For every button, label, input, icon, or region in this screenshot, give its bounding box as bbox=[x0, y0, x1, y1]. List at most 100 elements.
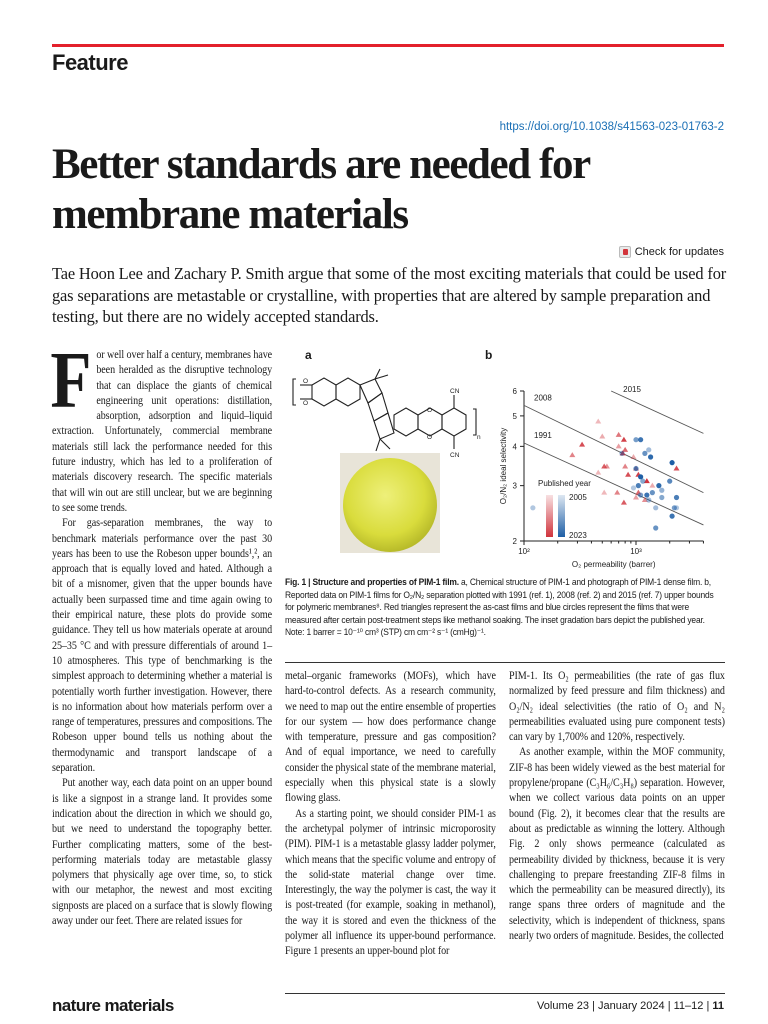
article-title: Better standards are needed for membrane… bbox=[52, 141, 590, 238]
post-treated-circle bbox=[659, 487, 665, 493]
upper-bound-label-1991: 1991 bbox=[534, 431, 552, 440]
as-cast-triangle bbox=[579, 441, 586, 447]
post-treated-circle bbox=[669, 460, 675, 466]
standfirst: Tae Hoon Lee and Zachary P. Smith argue … bbox=[52, 264, 727, 326]
y-tick-label: 6 bbox=[513, 387, 518, 396]
y-tick-label: 3 bbox=[513, 482, 518, 491]
post-treated-circle bbox=[669, 513, 675, 519]
upper-bound-label-2008: 2008 bbox=[534, 393, 552, 402]
upper-bound-chart: 10² 10³ 2 3 4 5 6 O₂ permeability (barrer) O₂/N₂… bbox=[499, 385, 704, 569]
post-treated-circle bbox=[667, 478, 673, 484]
legend-bar-red bbox=[546, 495, 553, 537]
as-cast-triangle bbox=[633, 494, 639, 500]
post-treated-circle bbox=[638, 492, 644, 498]
journal-logo: nature materials bbox=[52, 996, 174, 1015]
legend-title: Published year bbox=[538, 479, 591, 488]
legend-end-year: 2023 bbox=[569, 531, 587, 540]
cyano-label: CN bbox=[450, 388, 460, 395]
oxygen-label: O bbox=[427, 434, 432, 441]
as-cast-triangle bbox=[649, 482, 656, 488]
paragraph: Put another way, each data point on an u… bbox=[52, 775, 273, 927]
post-treated-circle bbox=[653, 505, 659, 511]
paragraph: As another example, within the MOF commu… bbox=[509, 744, 725, 943]
post-treated-circle bbox=[647, 454, 654, 460]
figure-panel-b-label: b bbox=[485, 348, 493, 362]
oxygen-label: O bbox=[303, 400, 308, 407]
paragraph: or well over half a century, membranes h… bbox=[52, 347, 273, 514]
post-treated-circle bbox=[671, 505, 677, 511]
as-cast-triangle bbox=[601, 489, 608, 495]
legend-start-year: 2005 bbox=[569, 493, 587, 502]
oxygen-label: O bbox=[427, 407, 432, 414]
as-cast-triangle bbox=[569, 452, 576, 458]
as-cast-triangle bbox=[622, 463, 629, 469]
as-cast-triangle bbox=[620, 499, 627, 505]
body-column-middle: metal–organic frameworks (MOFs), which h… bbox=[285, 668, 496, 959]
page-number: 11 bbox=[712, 1000, 724, 1012]
y-tick-label: 4 bbox=[513, 442, 518, 451]
as-cast-triangle bbox=[615, 431, 622, 437]
top-rule bbox=[52, 44, 724, 47]
post-treated-circle bbox=[673, 494, 680, 501]
post-treated-circle bbox=[633, 437, 639, 443]
upper-bound-line-2008 bbox=[523, 404, 704, 494]
as-cast-triangle bbox=[619, 450, 626, 456]
caption-lead: Fig. 1 | Structure and properties of PIM… bbox=[285, 577, 459, 587]
check-for-updates-button[interactable]: Check for updates bbox=[618, 246, 724, 258]
as-cast-triangle bbox=[599, 433, 606, 439]
post-treated-circle bbox=[644, 492, 650, 498]
y-tick-label: 5 bbox=[513, 412, 518, 421]
check-updates-label: Check for updates bbox=[634, 246, 724, 258]
as-cast-triangle bbox=[620, 436, 627, 442]
post-treated-circle bbox=[656, 483, 662, 489]
post-treated-circle bbox=[642, 450, 648, 456]
post-treated-circle bbox=[633, 465, 639, 472]
y-tick-label: 2 bbox=[513, 537, 518, 546]
post-treated-circle bbox=[530, 505, 536, 511]
y-axis-label: O₂/N₂ ideal selectivity bbox=[499, 428, 508, 504]
post-treated-circle bbox=[638, 437, 644, 443]
as-cast-triangle bbox=[625, 471, 632, 477]
as-cast-triangle bbox=[630, 454, 637, 460]
issue-info: Volume 23 | January 2024 | 11–12 | 11 bbox=[537, 1000, 724, 1012]
paragraph: metal–organic frameworks (MOFs), which h… bbox=[285, 668, 496, 805]
post-treated-circle bbox=[659, 494, 665, 501]
as-cast-triangle bbox=[673, 465, 680, 471]
paragraph: For gas-separation membranes, the way to… bbox=[52, 515, 273, 775]
section-label: Feature bbox=[52, 50, 128, 75]
doi-link[interactable]: https://doi.org/10.1038/s41563-023-01763… bbox=[499, 121, 724, 133]
figure-panel-a-label: a bbox=[305, 348, 312, 362]
as-cast-triangle bbox=[615, 443, 622, 449]
pim1-chemical-structure: O O O O CN CN n bbox=[292, 368, 481, 553]
body-column-right: PIM-1. Its O₂ permeabilities (the rate o… bbox=[509, 668, 725, 943]
post-treated-circle bbox=[630, 485, 637, 491]
upper-bound-label-2015: 2015 bbox=[623, 385, 641, 394]
as-cast-triangle bbox=[595, 469, 602, 475]
post-treated-circle bbox=[619, 450, 625, 456]
figure-caption: Fig. 1 | Structure and properties of PIM… bbox=[285, 576, 725, 639]
as-cast-triangle bbox=[622, 446, 629, 452]
repeat-unit-label: n bbox=[477, 434, 481, 441]
legend-bar-blue bbox=[558, 495, 565, 537]
pim1-film-photo bbox=[343, 458, 437, 552]
post-treated-circle bbox=[635, 483, 641, 489]
post-treated-circle bbox=[646, 447, 652, 453]
paragraph: As a starting point, we should consider … bbox=[285, 805, 496, 958]
caption-text: a, Chemical structure of PIM-1 and photo… bbox=[285, 577, 714, 638]
as-cast-triangle bbox=[595, 418, 602, 424]
post-treated-circle bbox=[640, 478, 646, 484]
caption-rule bbox=[285, 662, 725, 663]
post-treated-circle bbox=[638, 474, 644, 480]
cyano-label: CN bbox=[450, 452, 460, 459]
paragraph: PIM-1. Its O₂ permeabilities (the rate o… bbox=[509, 668, 725, 744]
footer-rule bbox=[285, 993, 725, 994]
post-treated-circle bbox=[646, 497, 652, 503]
x-tick-label: 10³ bbox=[630, 547, 642, 556]
post-treated-circle bbox=[649, 490, 655, 496]
drop-cap: F bbox=[50, 337, 92, 425]
upper-bound-line-1991 bbox=[523, 442, 704, 526]
x-axis-label: O₂ permeability (barrer) bbox=[572, 560, 656, 569]
x-tick-label: 10² bbox=[518, 547, 530, 556]
oxygen-label: O bbox=[303, 378, 308, 385]
